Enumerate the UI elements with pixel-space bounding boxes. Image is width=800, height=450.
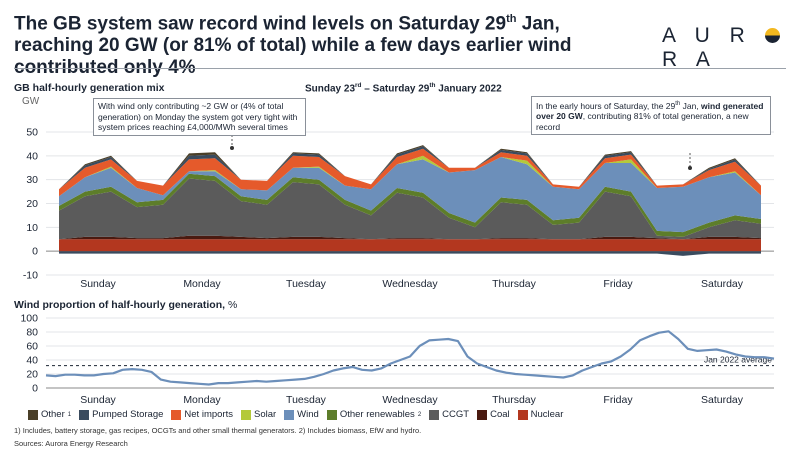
sun-icon — [764, 28, 780, 43]
area-other-renewables — [59, 173, 761, 237]
x-tick-label: Tuesday — [286, 278, 327, 290]
y-tick-label: -10 — [23, 270, 38, 282]
legend-label: Solar — [253, 409, 277, 420]
legend-label: Other — [41, 409, 65, 420]
source: Sources: Aurora Energy Research — [14, 439, 128, 448]
note-monday: With wind only contributing ~2 GW or (4%… — [93, 98, 306, 136]
aurora-logo: A U R R A — [662, 24, 800, 72]
x-tick-label: Wednesday — [382, 394, 438, 406]
chart-title: The GB system saw record wind levels on … — [14, 8, 644, 79]
top-chart-title: GB half-hourly generation mix — [14, 82, 165, 94]
legend-item: CCGT — [429, 409, 469, 420]
note-sat-b: Jan, — [680, 100, 702, 111]
title-text-1: The GB system saw record wind levels on … — [14, 13, 507, 35]
note-sat-c: , contributing 81% of total generation, … — [536, 111, 749, 132]
legend: Other 1 Pumped Storage Net imports Solar Wind… — [28, 409, 563, 420]
note-sat-bold: wind generated over 20 GW — [536, 100, 764, 122]
legend-sup: 2 — [417, 411, 422, 418]
note-monday-dot — [230, 146, 234, 150]
legend-label: Other renewables — [339, 409, 415, 420]
x-tick-label: Tuesday — [286, 394, 327, 406]
x-tick-label: Friday — [603, 278, 633, 290]
legend-sup: 1 — [67, 411, 72, 418]
logo-text-b: R A — [662, 48, 717, 71]
x-tick-label: Wednesday — [382, 278, 438, 290]
generation-mix-chart: -10 0 10 20 30 40 50 Sunday Monday Tuesday Wednesd… — [23, 127, 774, 290]
legend-label: Wind — [297, 409, 319, 420]
y-tick-label: 30 — [26, 174, 38, 186]
y-tick-label: 10 — [26, 222, 38, 234]
y-tick-label: 20 — [26, 198, 38, 210]
legend-swatch — [79, 409, 90, 420]
legend-swatch — [326, 409, 337, 420]
note-saturday-dot — [688, 166, 692, 170]
y-tick-label: 20 — [26, 369, 38, 381]
legend-swatch — [284, 409, 295, 420]
y-tick-label: 0 — [32, 383, 38, 395]
legend-label: Net imports — [184, 409, 233, 420]
x-tick-label: Thursday — [492, 278, 537, 290]
legend-item: Net imports — [171, 409, 233, 420]
date-range: Sunday 23rd – Saturday 29th January 2022 — [305, 82, 502, 94]
x-tick-label: Sunday — [80, 394, 116, 406]
date-range-sup1: rd — [355, 82, 362, 89]
area-ccgt — [59, 178, 761, 240]
legend-label: Nuclear — [530, 409, 564, 420]
wind-proportion-line — [45, 330, 775, 386]
y-tick-label: 0 — [32, 246, 38, 258]
x-tick-label: Monday — [183, 394, 221, 406]
x-tick-label: Monday — [183, 278, 221, 290]
legend-item: Nuclear — [517, 409, 564, 420]
legend-swatch — [477, 409, 488, 420]
y-tick-label: 80 — [26, 327, 38, 339]
date-range-c: January 2022 — [435, 83, 502, 95]
bottom-title-text: Wind proportion of half-hourly generatio… — [14, 299, 226, 311]
x-tick-label: Friday — [603, 394, 633, 406]
legend-item: Wind — [284, 409, 319, 420]
x-tick-label: Saturday — [701, 278, 744, 290]
y-tick-label: 60 — [26, 341, 38, 353]
bottom-title-unit: % — [225, 299, 238, 311]
x-tick-label: Thursday — [492, 394, 537, 406]
bottom-chart-title: Wind proportion of half-hourly generatio… — [14, 299, 237, 311]
note-sat-sup: th — [675, 101, 681, 107]
logo-text-a: A U R — [662, 24, 752, 47]
legend-label: CCGT — [442, 409, 470, 420]
legend-swatch — [240, 409, 251, 420]
legend-swatch — [429, 409, 440, 420]
average-label: Jan 2022 average — [704, 355, 772, 365]
legend-item: Coal — [477, 409, 510, 420]
y-tick-label: 50 — [26, 127, 38, 139]
legend-item: Solar — [240, 409, 277, 420]
y-tick-label: 40 — [26, 355, 38, 367]
y-tick-label: 100 — [20, 313, 38, 325]
legend-swatch — [171, 409, 182, 420]
date-range-sup2: th — [429, 82, 436, 89]
note-sat-a: In the early hours of Saturday, the 29 — [536, 100, 676, 111]
x-tick-label: Saturday — [701, 394, 744, 406]
y-tick-label: 40 — [26, 150, 38, 162]
area-wind — [59, 157, 761, 233]
legend-item: Pumped Storage — [79, 409, 163, 420]
area-negative — [59, 251, 761, 256]
area-nuclear — [59, 239, 761, 252]
legend-item: Other 1 — [28, 409, 71, 420]
x-tick-label: Sunday — [80, 278, 116, 290]
area-net-imports — [59, 148, 761, 197]
title-text-2: Jan, reaching 20 GW (or 81% of total) wh… — [14, 13, 572, 79]
footnote: 1) Includes, battery storage, gas recipe… — [14, 426, 422, 435]
legend-swatch — [28, 409, 38, 420]
legend-swatch — [517, 409, 528, 420]
title-sup: th — [506, 13, 517, 25]
legend-label: Coal — [490, 409, 510, 420]
top-chart-unit: GW — [22, 96, 40, 107]
area-coal — [59, 235, 761, 240]
date-range-b: – Saturday 29 — [361, 83, 430, 95]
header-divider — [14, 68, 786, 69]
note-saturday: In the early hours of Saturday, the 29th… — [531, 96, 771, 136]
legend-item: Other renewables 2 — [326, 409, 422, 420]
legend-label: Pumped Storage — [92, 409, 164, 420]
wind-proportion-chart: 0 20 40 60 80 100 Jan 2022 average Sunday Monday… — [20, 313, 775, 406]
date-range-a: Sunday 23 — [305, 83, 356, 95]
